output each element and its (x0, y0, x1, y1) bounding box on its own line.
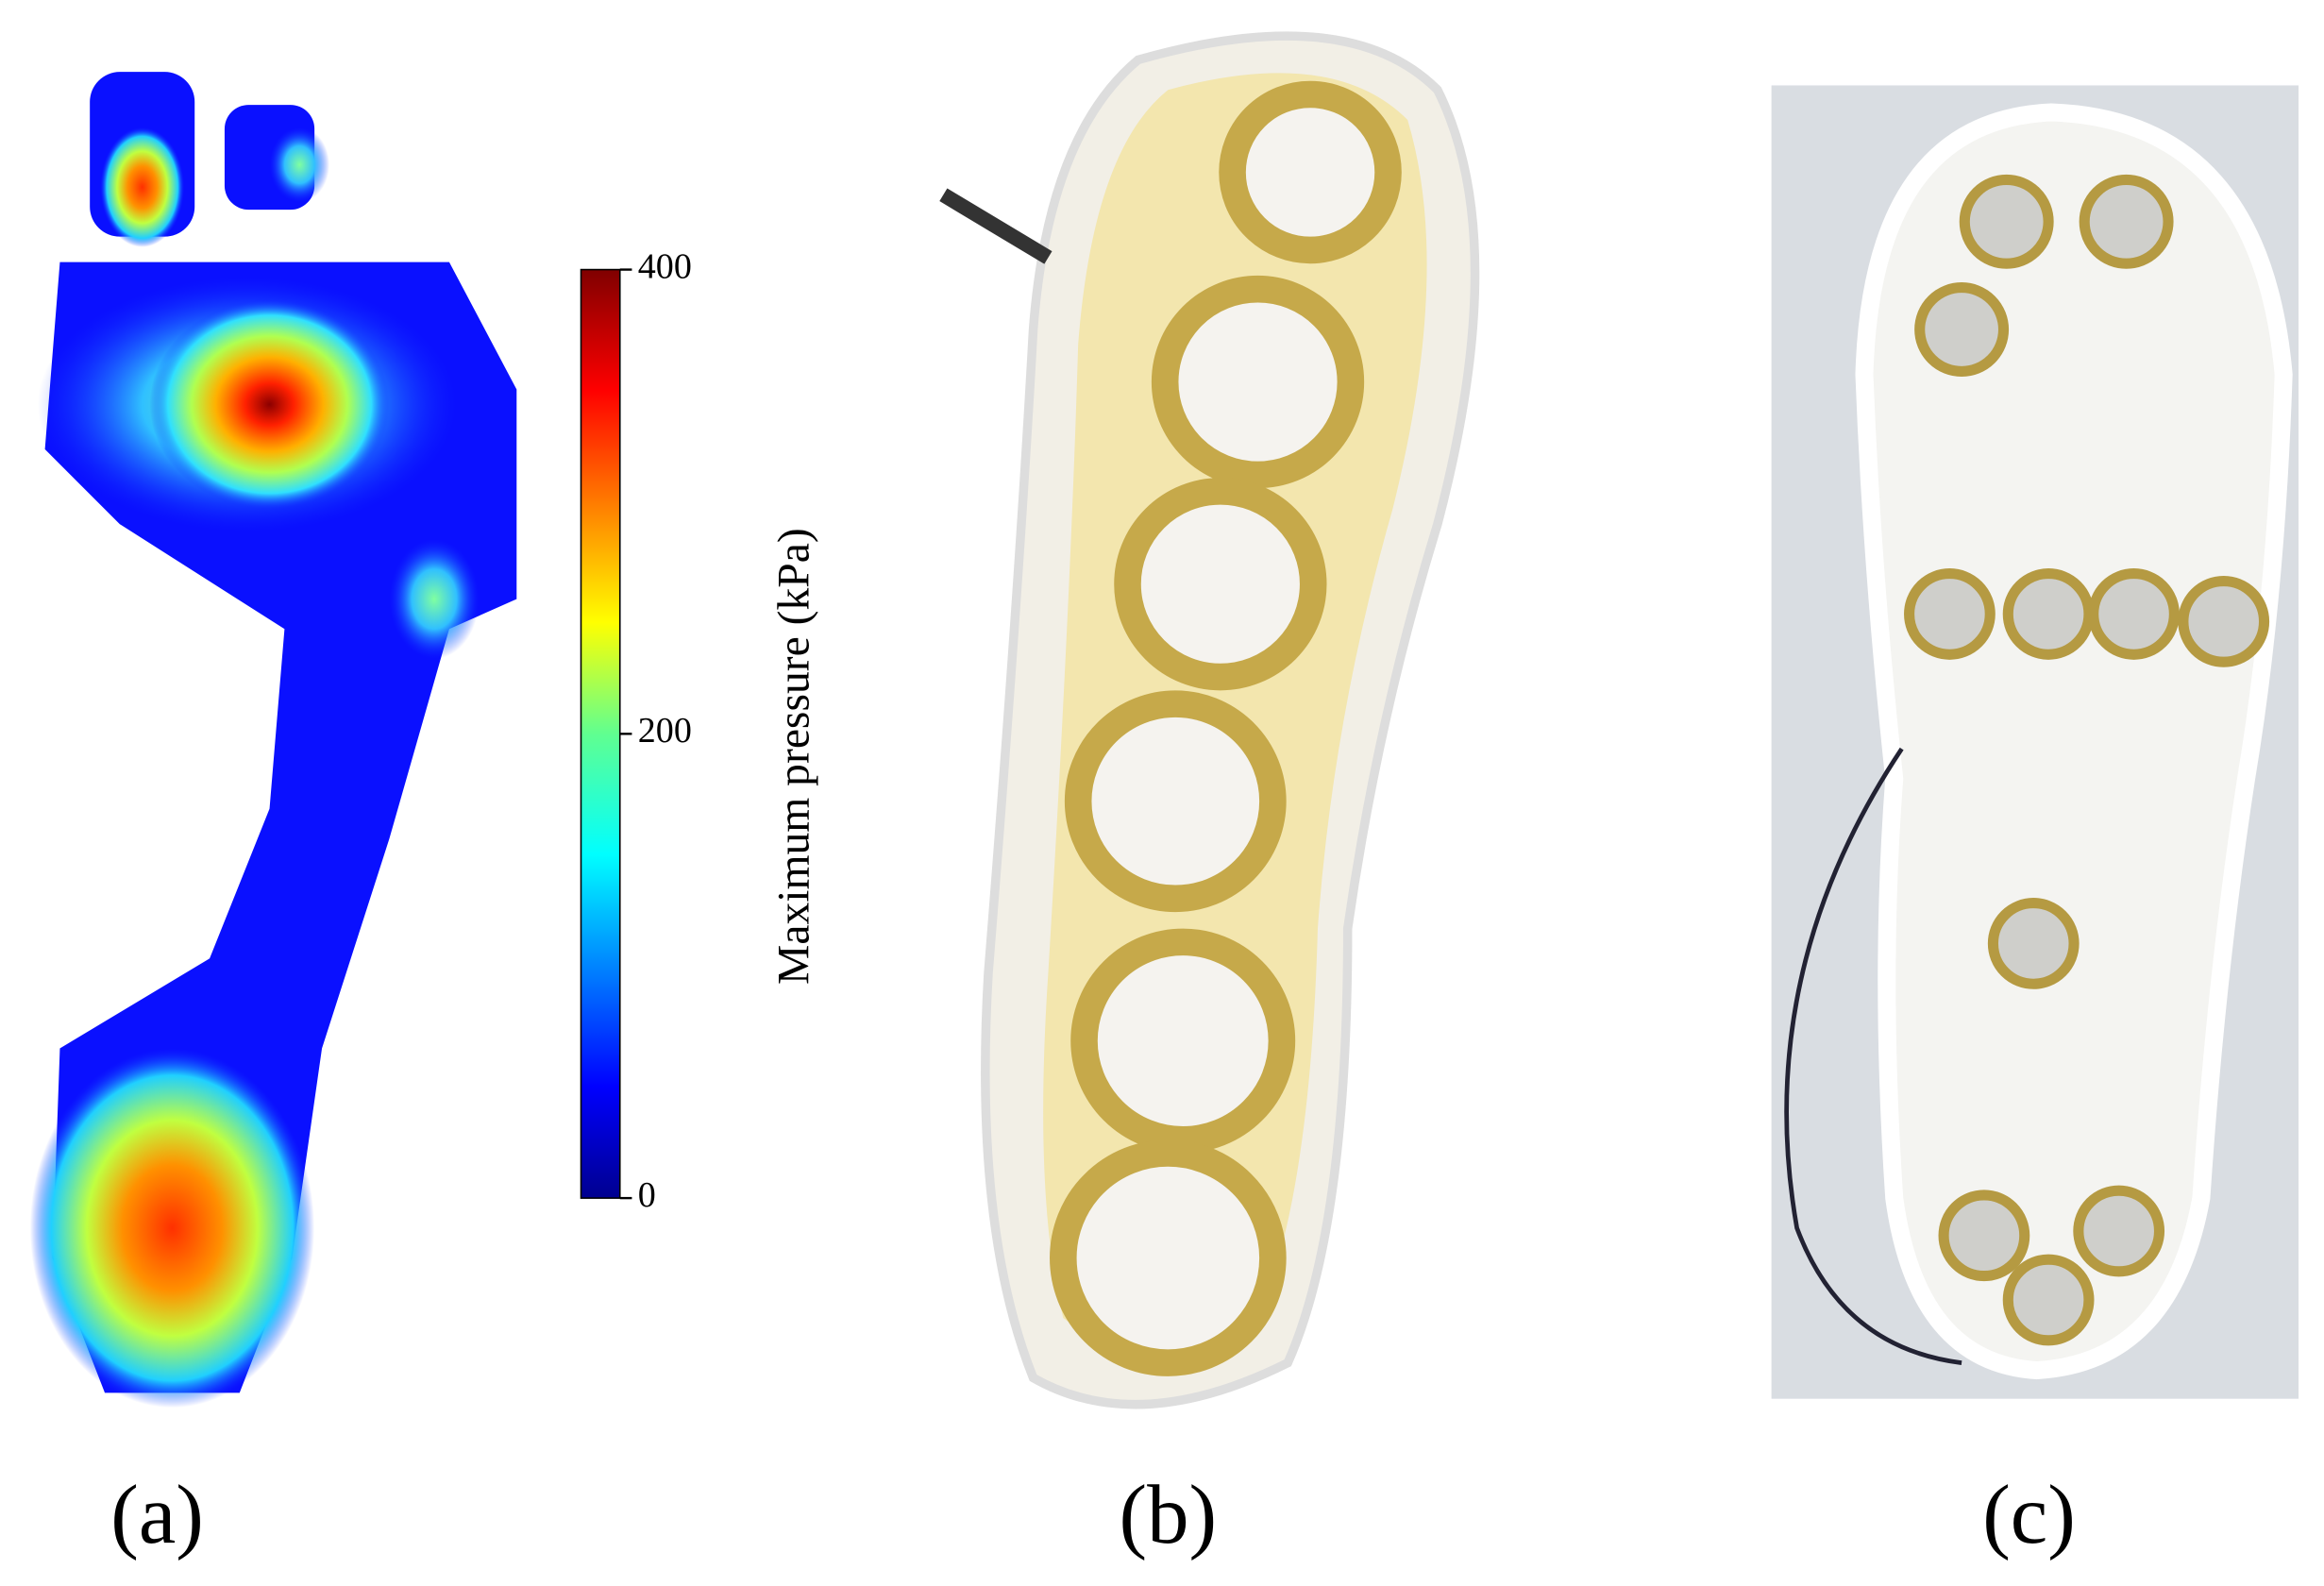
colorbar (580, 268, 621, 1199)
panel-label: (a) (110, 1469, 204, 1561)
colorbar-label: Maximum pressure (kPa) (770, 528, 819, 985)
panel-label: (b) (1120, 1469, 1218, 1561)
foot-heatmap (29, 72, 517, 1409)
tick-label: 200 (638, 711, 692, 751)
insole-photo-c (1771, 85, 2299, 1399)
tick-label: 0 (638, 1175, 656, 1215)
panel-label: (c) (1982, 1469, 2076, 1561)
tick-label: 400 (638, 246, 692, 286)
insole-photo-b (939, 31, 1480, 1409)
